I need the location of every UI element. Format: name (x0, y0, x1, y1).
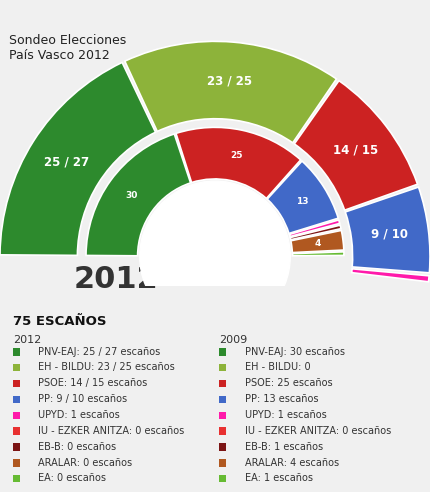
Bar (219, 412, 226, 419)
Text: PNV-EAJ: 30 escaños: PNV-EAJ: 30 escaños (245, 347, 344, 357)
Text: ARALAR: 0 escaños: ARALAR: 0 escaños (38, 458, 132, 467)
Wedge shape (176, 127, 301, 198)
Bar (219, 443, 226, 451)
Text: 75 ESCAÑOS: 75 ESCAÑOS (13, 315, 106, 329)
Text: 2012: 2012 (74, 265, 159, 294)
Text: ARALAR: 4 escaños: ARALAR: 4 escaños (245, 458, 339, 467)
Text: 25 / 27: 25 / 27 (43, 155, 89, 168)
Text: 23 / 25: 23 / 25 (207, 74, 252, 87)
Bar (13, 428, 20, 435)
Wedge shape (291, 230, 344, 252)
Text: PSOE: 14 / 15 escaños: PSOE: 14 / 15 escaños (38, 378, 147, 388)
Bar (219, 459, 226, 466)
Wedge shape (294, 81, 418, 210)
Text: PP: 13 escaños: PP: 13 escaños (245, 394, 318, 404)
Text: 4: 4 (314, 239, 321, 248)
Circle shape (140, 181, 290, 332)
Text: EA: 1 escaños: EA: 1 escaños (245, 473, 313, 483)
Bar (13, 364, 20, 371)
Text: 9 / 10: 9 / 10 (372, 228, 408, 241)
Bar (219, 396, 226, 403)
Text: 2012: 2012 (13, 336, 41, 345)
Text: EH - BILDU: 23 / 25 escaños: EH - BILDU: 23 / 25 escaños (38, 363, 175, 372)
Bar (219, 348, 226, 356)
Bar (219, 428, 226, 435)
Text: 2009: 2009 (219, 336, 248, 345)
Wedge shape (125, 41, 336, 143)
Text: IU - EZKER ANITZA: 0 escaños: IU - EZKER ANITZA: 0 escaños (245, 426, 391, 436)
Text: Sondeo Elecciones
País Vasco 2012: Sondeo Elecciones País Vasco 2012 (9, 33, 126, 62)
Wedge shape (345, 187, 430, 273)
Text: 30: 30 (125, 191, 138, 200)
Wedge shape (292, 252, 344, 256)
Text: UPYD: 1 escaños: UPYD: 1 escaños (38, 410, 120, 420)
Wedge shape (267, 161, 338, 233)
Bar (219, 475, 226, 482)
Text: 25: 25 (230, 151, 243, 160)
Bar (13, 412, 20, 419)
Wedge shape (86, 134, 190, 256)
Bar (13, 348, 20, 356)
Text: PNV-EAJ: 25 / 27 escaños: PNV-EAJ: 25 / 27 escaños (38, 347, 160, 357)
Bar (13, 380, 20, 387)
Text: 13: 13 (296, 196, 308, 206)
Text: EH - BILDU: 0: EH - BILDU: 0 (245, 363, 310, 372)
Text: EB-B: 0 escaños: EB-B: 0 escaños (38, 442, 116, 452)
Text: PSOE: 25 escaños: PSOE: 25 escaños (245, 378, 332, 388)
Text: PP: 9 / 10 escaños: PP: 9 / 10 escaños (38, 394, 127, 404)
Bar (13, 396, 20, 403)
Wedge shape (352, 269, 429, 282)
Bar (13, 443, 20, 451)
Bar (219, 364, 226, 371)
Bar (13, 459, 20, 466)
Text: EA: 0 escaños: EA: 0 escaños (38, 473, 106, 483)
Text: 2009: 2009 (207, 265, 266, 285)
Bar (13, 475, 20, 482)
Wedge shape (289, 220, 340, 237)
Text: 14 / 15: 14 / 15 (333, 143, 378, 156)
Text: EB-B: 1 escaños: EB-B: 1 escaños (245, 442, 322, 452)
Bar (219, 380, 226, 387)
Text: IU - EZKER ANITZA: 0 escaños: IU - EZKER ANITZA: 0 escaños (38, 426, 184, 436)
Text: UPYD: 1 escaños: UPYD: 1 escaños (245, 410, 326, 420)
Wedge shape (0, 62, 156, 255)
Wedge shape (290, 225, 341, 240)
